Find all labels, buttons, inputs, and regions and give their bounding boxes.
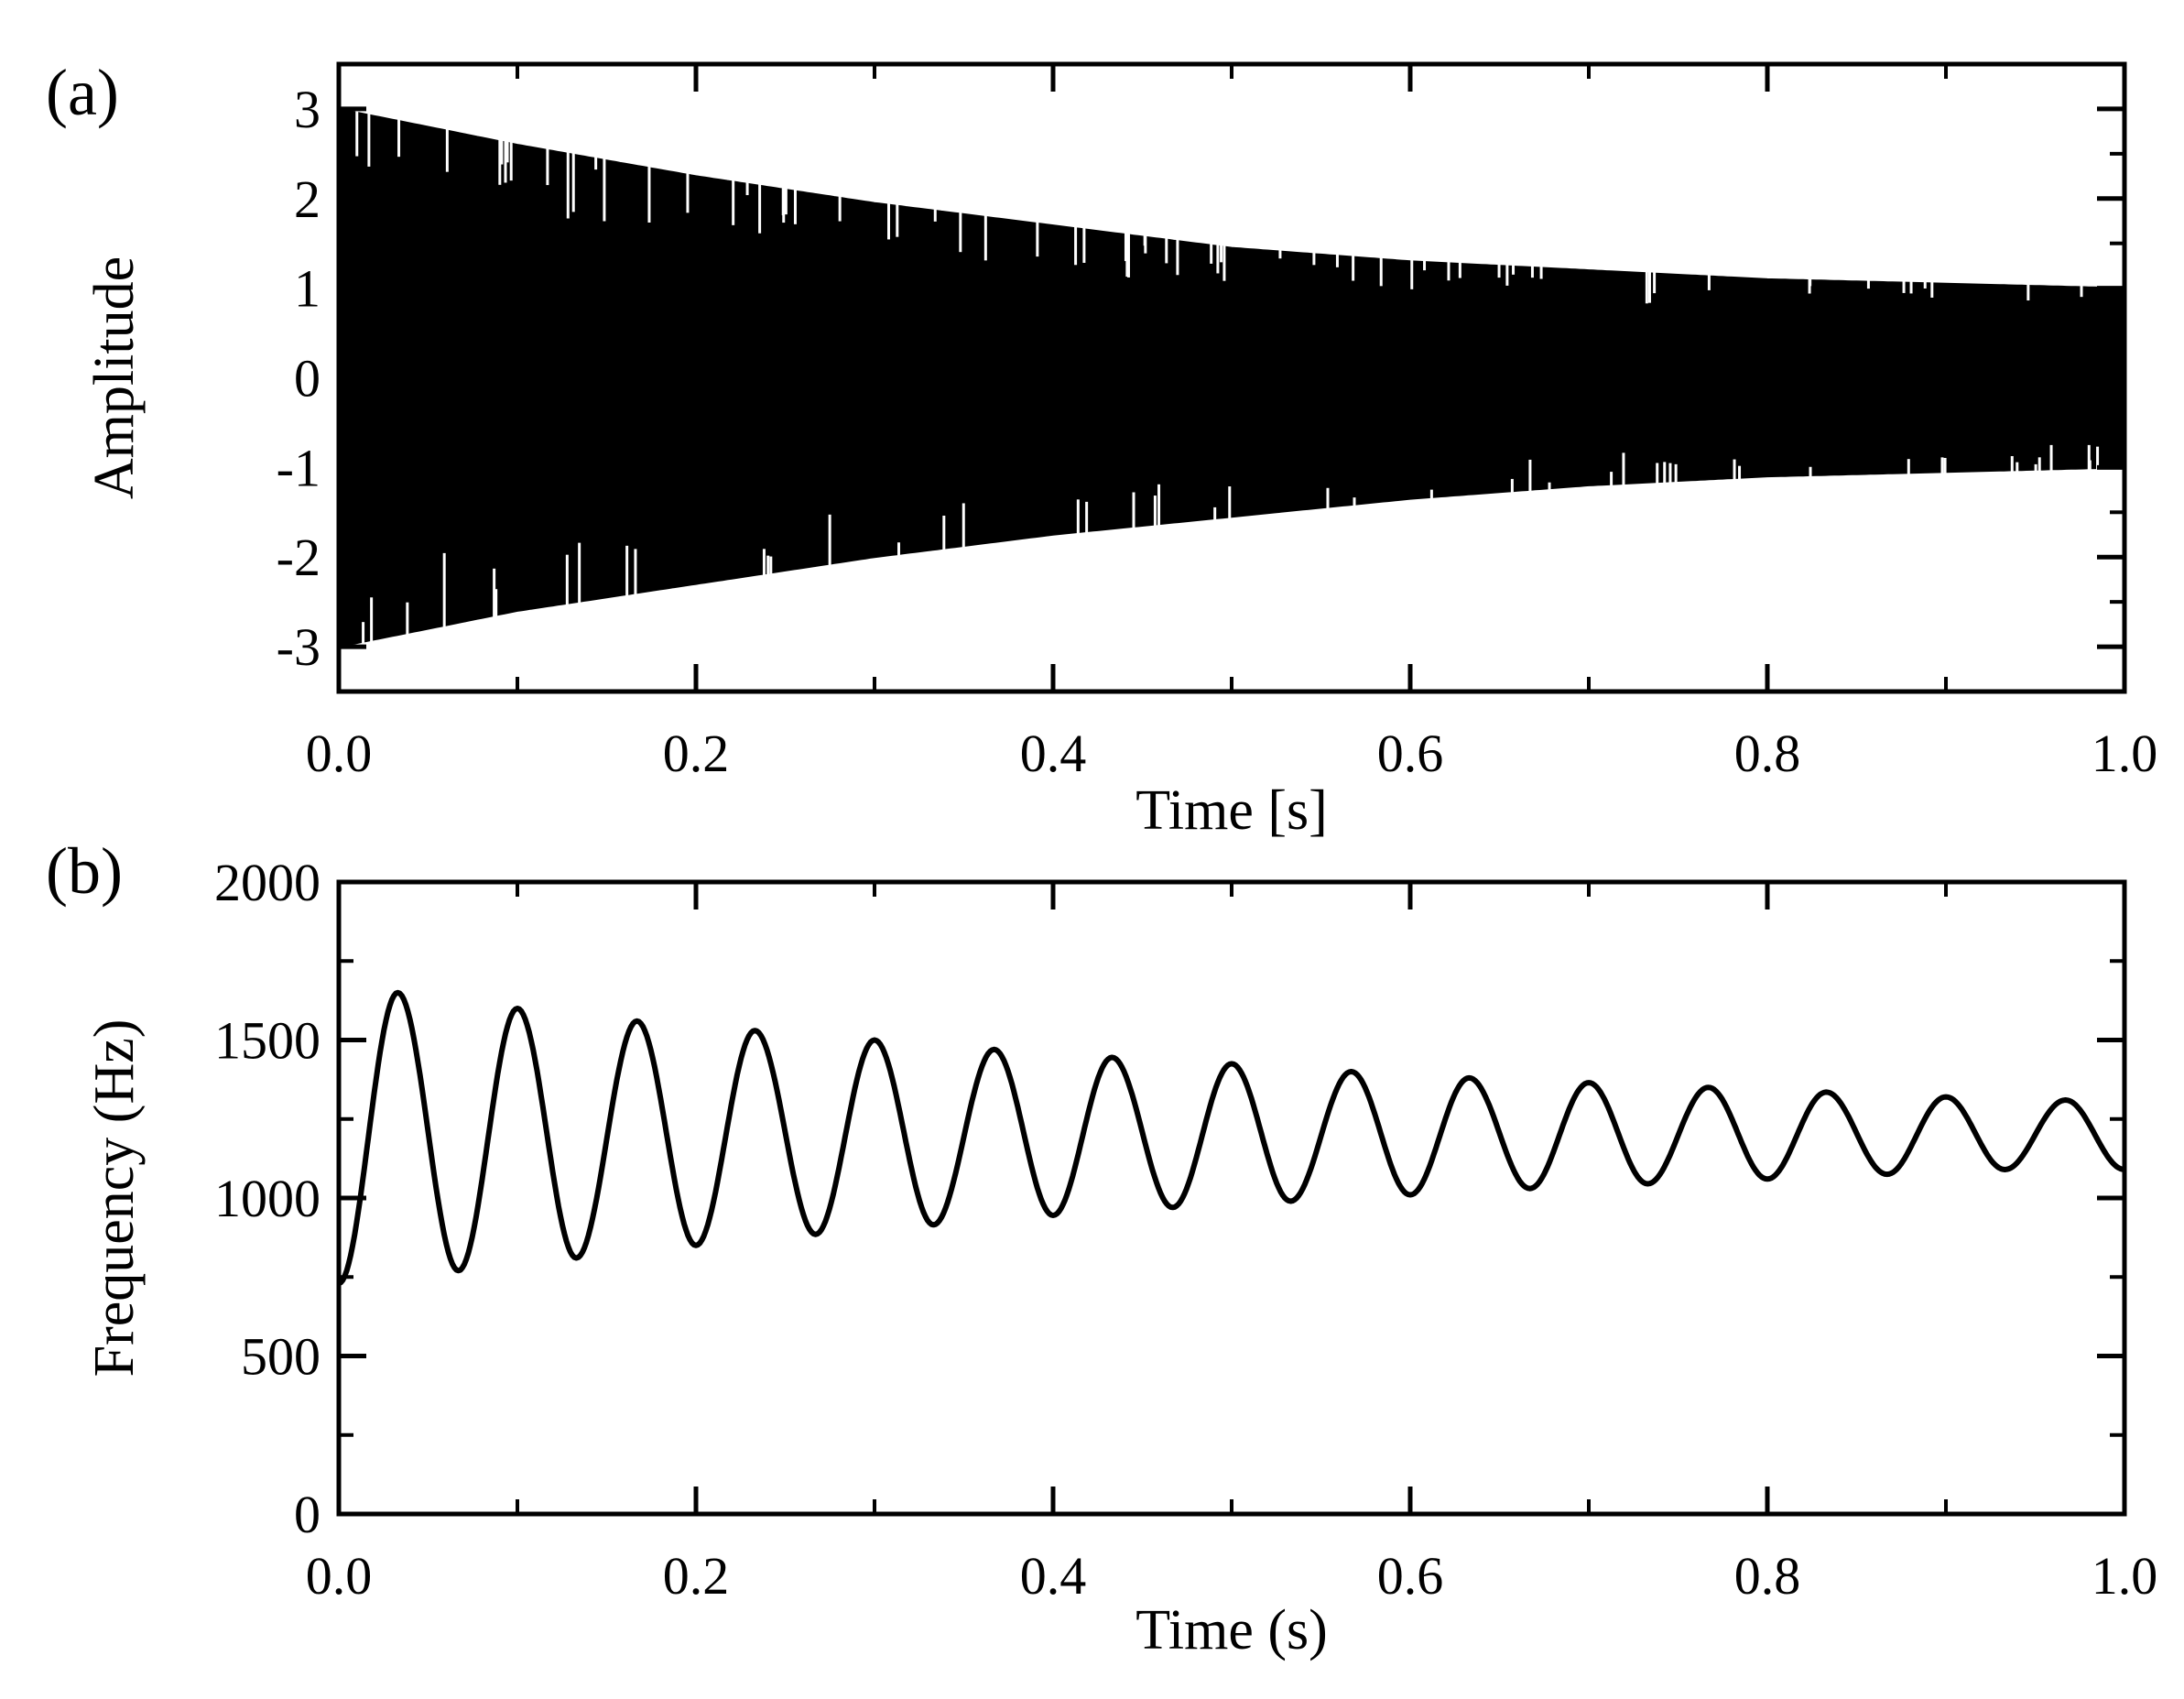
panel-b-x-tick-labels: 0.0 0.2 0.4 0.6 0.8 1.0 <box>306 1546 2158 1606</box>
panel-b-frequency-chart: 0.0 0.2 0.4 0.6 0.8 1.0 2000 1500 1000 500 0 Time… <box>46 834 2157 1661</box>
y-tick-label: 3 <box>294 80 321 139</box>
panel-a-y-axis-label: Amplitude <box>83 256 146 499</box>
x-tick-label: 0.0 <box>306 724 373 783</box>
panel-a-label: (a) <box>46 56 119 129</box>
panel-b-label: (b) <box>46 834 123 908</box>
y-tick-label: 0 <box>294 349 321 408</box>
x-tick-label: 0.0 <box>306 1546 373 1606</box>
panel-b-y-tick-labels: 2000 1500 1000 500 0 <box>214 853 321 1544</box>
panel-a-y-tick-labels: 3 2 1 0 -1 -2 -3 <box>277 80 321 677</box>
x-tick-label: 0.4 <box>1020 1546 1087 1606</box>
x-tick-label: 0.6 <box>1377 1546 1444 1606</box>
x-tick-label: 0.2 <box>663 724 730 783</box>
panel-a-x-axis-label: Time [s] <box>1135 779 1328 842</box>
y-tick-label: -1 <box>277 438 321 497</box>
panel-b-x-axis-label: Time (s) <box>1135 1599 1328 1661</box>
y-tick-label: 500 <box>241 1327 321 1387</box>
panel-b-plot-frame <box>336 879 2127 1517</box>
y-tick-label: -2 <box>277 528 321 587</box>
y-tick-label: 2 <box>294 169 321 229</box>
panel-a-amplitude-chart: 0.0 0.2 0.4 0.6 0.8 1.0 3 2 1 0 -1 -2 -3 Time [s] A… <box>46 56 2157 842</box>
amplitude-envelope-fill <box>338 107 2125 648</box>
y-tick-label: 1 <box>294 259 321 319</box>
x-tick-label: 0.4 <box>1020 724 1087 783</box>
amplitude-signal-series <box>338 107 2125 648</box>
x-tick-label: 1.0 <box>2092 1546 2158 1606</box>
y-tick-label: 1500 <box>214 1011 321 1071</box>
frequency-series-line <box>337 989 2125 1286</box>
y-tick-label: 1000 <box>214 1169 321 1228</box>
panel-a-ticks <box>336 64 2127 692</box>
y-tick-label: 2000 <box>214 853 321 912</box>
panel-b-y-axis-label: Frequency (Hz) <box>83 1019 146 1378</box>
y-tick-label: -3 <box>277 617 321 677</box>
panel-b-ticks <box>336 879 2127 1517</box>
x-tick-label: 0.8 <box>1734 724 1801 783</box>
y-tick-label: 0 <box>294 1485 321 1544</box>
x-tick-label: 1.0 <box>2092 724 2158 783</box>
panel-a-x-tick-labels: 0.0 0.2 0.4 0.6 0.8 1.0 <box>306 724 2158 783</box>
x-tick-label: 0.2 <box>663 1546 730 1606</box>
x-tick-label: 0.8 <box>1734 1546 1801 1606</box>
x-tick-label: 0.6 <box>1377 724 1444 783</box>
